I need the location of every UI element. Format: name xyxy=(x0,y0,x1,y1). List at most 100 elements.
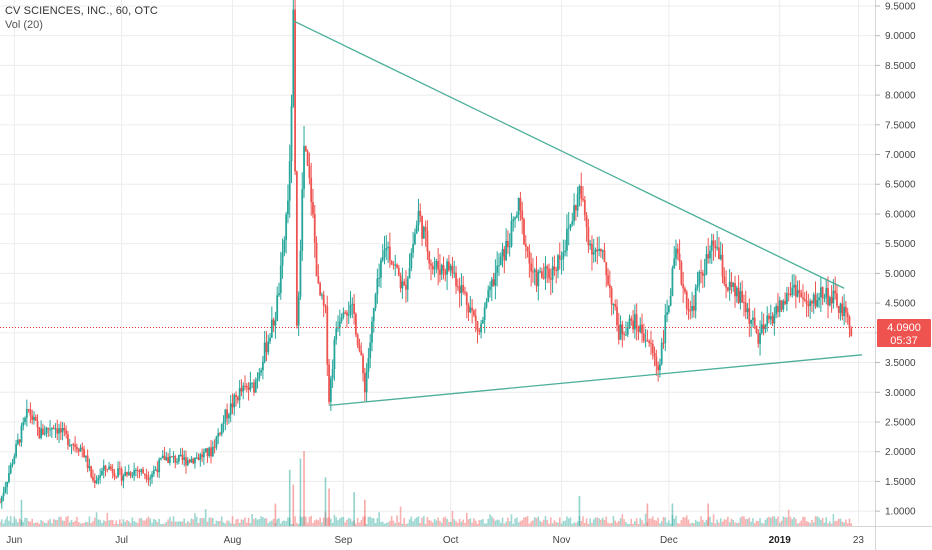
symbol-title[interactable]: CV SCIENCES, INC., 60, OTC xyxy=(5,5,158,17)
price-axis[interactable]: 1.00001.50002.00002.50003.00003.50004.00… xyxy=(875,1,916,518)
volume-bar xyxy=(99,519,101,526)
candle-body xyxy=(213,446,216,448)
volume-bar xyxy=(129,523,132,526)
candle-body xyxy=(741,291,744,303)
volume-bar xyxy=(120,523,123,526)
candle-body xyxy=(228,414,230,419)
candle-body xyxy=(242,385,245,392)
volume-bar xyxy=(63,520,66,526)
candle-body xyxy=(326,306,329,365)
volume-bar xyxy=(238,522,241,526)
volume-bar xyxy=(664,517,667,526)
volume-bar xyxy=(296,522,298,526)
volume-indicator-label[interactable]: Vol (20) xyxy=(5,19,43,31)
volume-bar xyxy=(140,517,143,526)
volume-bar xyxy=(499,522,502,526)
volume-bar xyxy=(322,517,325,526)
time-axis[interactable]: Jun Jul Aug Sep Oct Nov Dec 2019 23 xyxy=(6,535,864,546)
volume-bar xyxy=(170,521,173,526)
candle-body xyxy=(22,421,25,427)
volume-bar xyxy=(144,520,146,526)
candle-body xyxy=(43,433,46,435)
candle-body xyxy=(587,226,590,246)
candle-body xyxy=(167,457,170,463)
volume-bar xyxy=(378,512,380,526)
volume-bar xyxy=(349,518,352,526)
candle-body xyxy=(247,387,250,390)
volume-bar xyxy=(609,523,611,526)
candle-body xyxy=(47,427,50,430)
volume-bar xyxy=(283,520,286,526)
candle-body xyxy=(630,318,633,321)
volume-bar xyxy=(732,519,735,526)
candle-body xyxy=(628,318,631,328)
volume-bar xyxy=(632,523,634,526)
volume-bar xyxy=(131,517,134,526)
volume-bar xyxy=(358,522,361,526)
candle-body xyxy=(816,300,819,307)
volume-bar xyxy=(65,516,67,526)
candle-body xyxy=(381,257,384,261)
trendline-upper[interactable] xyxy=(293,20,845,289)
candle-body xyxy=(4,487,7,493)
volume-bar xyxy=(485,523,488,526)
volume-bar xyxy=(147,516,150,526)
candle-body xyxy=(660,342,663,364)
volume-bar xyxy=(689,523,692,526)
candle-body xyxy=(719,254,722,260)
candle-body xyxy=(476,321,479,330)
volume-bar xyxy=(201,517,203,526)
candle-body xyxy=(174,456,177,463)
trendline-lower[interactable] xyxy=(329,354,863,406)
candle-body xyxy=(442,265,445,271)
volume-bar xyxy=(185,523,187,526)
volume-bar xyxy=(440,522,443,526)
candle-body xyxy=(240,388,243,392)
volume-bar xyxy=(786,517,788,526)
candle-body xyxy=(290,106,293,162)
volume-bar xyxy=(719,518,722,526)
volume-bar xyxy=(617,520,620,526)
volume-bar xyxy=(668,520,670,526)
candle-body xyxy=(714,245,717,249)
volume-bar xyxy=(550,517,552,526)
candle-body xyxy=(40,428,43,439)
price-tick-label: 8.5000 xyxy=(885,61,916,72)
candle-body xyxy=(667,305,670,313)
volume-bar xyxy=(192,519,194,526)
candle-body xyxy=(489,286,491,291)
volume-spike xyxy=(646,503,649,526)
candle-body xyxy=(673,258,676,269)
candle-body xyxy=(256,378,259,381)
volume-bar xyxy=(115,520,118,526)
candle-body xyxy=(557,255,559,271)
volume-bar xyxy=(419,523,422,526)
volume-bar xyxy=(149,518,152,526)
volume-bar xyxy=(558,517,561,526)
time-tick-label: Aug xyxy=(224,535,242,546)
candle-body xyxy=(440,265,443,275)
volume-bar xyxy=(644,513,647,526)
candle-body xyxy=(108,466,110,470)
candle-body xyxy=(591,243,593,255)
candle-body xyxy=(787,293,790,295)
candle-body xyxy=(818,297,820,301)
volume-bar xyxy=(709,516,711,526)
volume-bar xyxy=(70,519,73,526)
candle-body xyxy=(542,277,545,279)
volume-bar xyxy=(374,523,377,526)
candle-body xyxy=(650,343,652,345)
volume-bar xyxy=(194,513,196,526)
candle-body xyxy=(312,202,314,215)
volume-bar xyxy=(628,523,631,526)
price-tick-label: 4.5000 xyxy=(885,299,916,310)
candle-body xyxy=(124,472,127,477)
volume-bar xyxy=(483,523,486,526)
volume-bar xyxy=(394,523,397,526)
candle-body xyxy=(317,276,320,284)
volume-bar xyxy=(335,517,338,526)
candle-body xyxy=(433,267,436,270)
candle-body xyxy=(315,242,318,277)
candle-body xyxy=(428,251,431,264)
